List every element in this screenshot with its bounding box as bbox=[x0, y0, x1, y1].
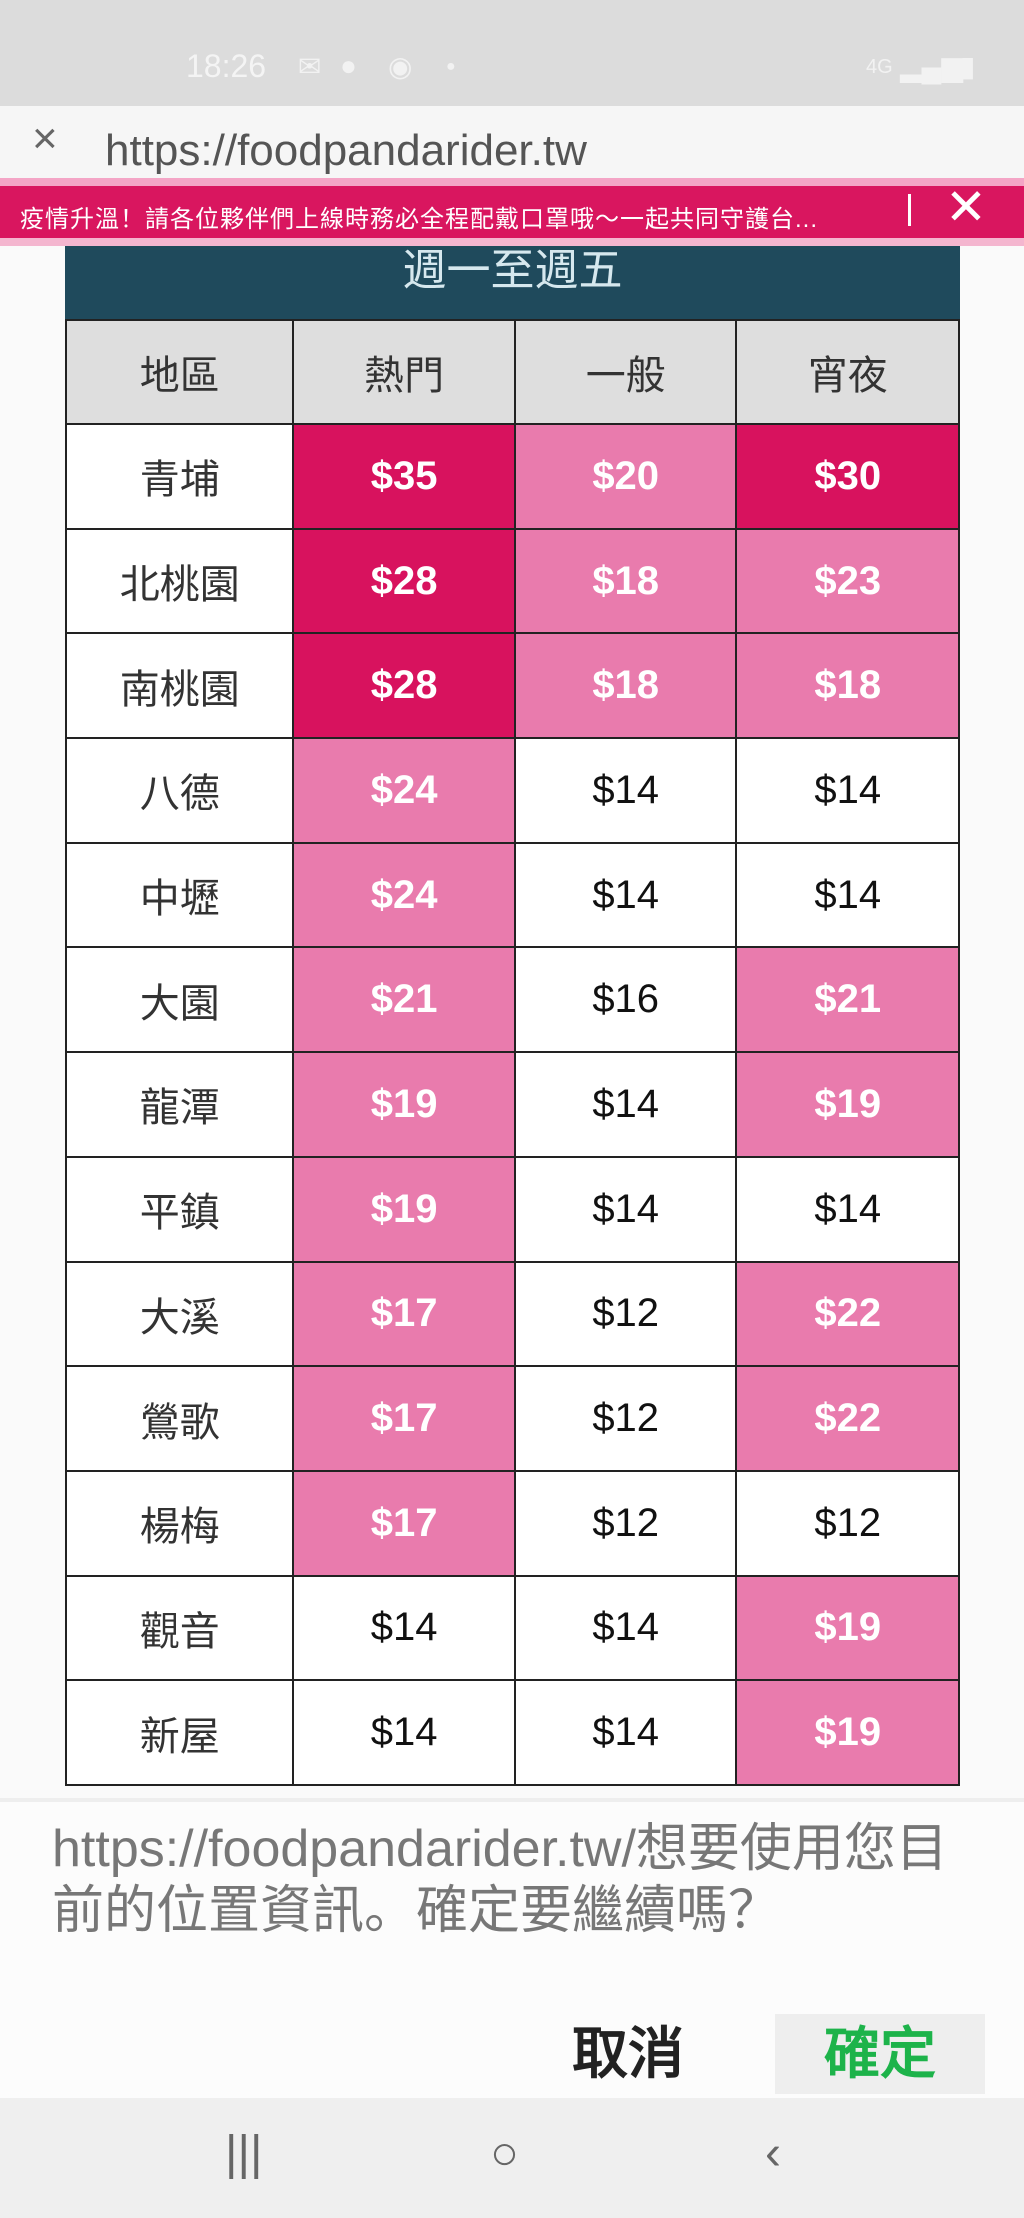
area-cell: 八德 bbox=[64, 737, 295, 844]
table-row: 龍潭 $19 $14 $19 bbox=[64, 1051, 960, 1158]
table-row: 平鎮 $19 $14 $14 bbox=[64, 1155, 960, 1263]
home-icon[interactable]: ○ bbox=[490, 2127, 519, 2180]
fee-cell: $18 bbox=[735, 632, 960, 740]
dialog-message: https://foodpandarider.tw/想要使用您目前的位置資訊。確… bbox=[52, 1820, 948, 1940]
fee-cell: $12 bbox=[735, 1469, 960, 1577]
fee-cell: $17 bbox=[292, 1365, 516, 1472]
url-text[interactable]: https://foodpandarider.tw bbox=[105, 126, 587, 175]
announcement-banner: 疫情升溫！請各位夥伴們上線時務必全程配戴口罩哦～一起共同守護台... ✕ bbox=[0, 178, 1024, 246]
fee-cell: $12 bbox=[513, 1365, 738, 1472]
fee-cell: $14 bbox=[513, 1155, 738, 1263]
fee-cell: $14 bbox=[735, 737, 960, 844]
area-cell: 新屋 bbox=[64, 1679, 295, 1786]
table-row: 青埔 $35 $20 $30 bbox=[64, 423, 960, 530]
area-cell: 觀音 bbox=[64, 1574, 295, 1682]
fee-cell: $14 bbox=[513, 841, 738, 949]
fee-cell: $18 bbox=[513, 632, 738, 740]
column-header: 熱門 bbox=[292, 319, 516, 425]
table-row: 大園 $21 $16 $21 bbox=[64, 946, 960, 1054]
table-row: 八德 $24 $14 $14 bbox=[64, 737, 960, 844]
location-permission-dialog: https://foodpandarider.tw/想要使用您目前的位置資訊。確… bbox=[0, 1798, 1024, 2098]
status-bar: 18:26 ✉ ● ◉ ● 4G ▂▄▆ ▮ bbox=[0, 0, 1024, 106]
table-row: 楊梅 $17 $12 $12 bbox=[64, 1469, 960, 1577]
fee-cell: $16 bbox=[513, 946, 738, 1054]
cancel-button[interactable]: 取消 bbox=[572, 2022, 684, 2085]
fee-cell: $17 bbox=[292, 1469, 516, 1577]
area-cell: 南桃園 bbox=[64, 632, 295, 740]
table-row: 鶯歌 $17 $12 $22 bbox=[64, 1365, 960, 1472]
fee-cell: $24 bbox=[292, 737, 516, 844]
fee-cell: $21 bbox=[735, 946, 960, 1054]
area-cell: 大溪 bbox=[64, 1260, 295, 1368]
fee-cell: $35 bbox=[292, 423, 516, 530]
table-row: 觀音 $14 $14 $19 bbox=[64, 1574, 960, 1682]
table-row: 中壢 $24 $14 $14 bbox=[64, 841, 960, 949]
fee-cell: $19 bbox=[735, 1574, 960, 1682]
table-header-row: 地區 熱門 一般 宵夜 bbox=[64, 319, 960, 425]
area-cell: 龍潭 bbox=[64, 1051, 295, 1158]
fee-cell: $12 bbox=[513, 1260, 738, 1368]
browser-url-bar: × https://foodpandarider.tw bbox=[0, 106, 1024, 182]
area-cell: 大園 bbox=[64, 946, 295, 1054]
fee-cell: $22 bbox=[735, 1260, 960, 1368]
back-icon[interactable]: ‹ bbox=[765, 2127, 781, 2180]
area-cell: 中壢 bbox=[64, 841, 295, 949]
fee-cell: $14 bbox=[513, 1051, 738, 1158]
fee-cell: $23 bbox=[735, 527, 960, 635]
line-icon: ● bbox=[340, 50, 357, 81]
messenger-icon: ◉ bbox=[388, 51, 413, 82]
signal-icon: ▂▄▆ bbox=[900, 51, 963, 82]
fee-cell: $19 bbox=[735, 1051, 960, 1158]
fee-table: 地區 熱門 一般 宵夜 青埔 $35 $20 $30 北桃園 $28 $18 $23 南桃園 $2… bbox=[64, 319, 960, 1786]
dot-icon: ● bbox=[446, 58, 456, 75]
fee-cell: $28 bbox=[292, 632, 516, 740]
fee-cell: $19 bbox=[292, 1051, 516, 1158]
clock: 18:26 bbox=[186, 48, 267, 84]
close-icon[interactable]: × bbox=[32, 114, 58, 163]
fee-cell: $14 bbox=[513, 737, 738, 844]
column-header: 宵夜 bbox=[735, 319, 960, 425]
area-cell: 鶯歌 bbox=[64, 1365, 295, 1472]
fee-cell: $19 bbox=[292, 1155, 516, 1263]
close-icon[interactable]: ✕ bbox=[945, 179, 987, 235]
fee-cell: $17 bbox=[292, 1260, 516, 1368]
fee-cell: $14 bbox=[735, 1155, 960, 1263]
fee-cell: $21 bbox=[292, 946, 516, 1054]
confirm-button[interactable]: 確定 bbox=[775, 2014, 985, 2094]
fee-cell: $14 bbox=[513, 1574, 738, 1682]
divider bbox=[908, 194, 911, 226]
fee-cell: $14 bbox=[292, 1679, 516, 1786]
area-cell: 平鎮 bbox=[64, 1155, 295, 1263]
battery-icon: ▮ bbox=[960, 51, 976, 82]
column-header: 一般 bbox=[513, 319, 738, 425]
banner-message[interactable]: 疫情升溫！請各位夥伴們上線時務必全程配戴口罩哦～一起共同守護台... bbox=[20, 206, 819, 233]
fee-cell: $14 bbox=[513, 1679, 738, 1786]
recents-icon[interactable]: ||| bbox=[225, 2127, 263, 2180]
area-cell: 北桃園 bbox=[64, 527, 295, 635]
area-cell: 青埔 bbox=[64, 423, 295, 530]
fee-cell: $20 bbox=[513, 423, 738, 530]
table-title: 週一至週五 bbox=[65, 246, 960, 319]
fee-cell: $24 bbox=[292, 841, 516, 949]
table-row: 大溪 $17 $12 $22 bbox=[64, 1260, 960, 1368]
4g-icon: 4G bbox=[866, 56, 893, 78]
mail-icon: ✉ bbox=[298, 51, 322, 82]
navigation-bar: ||| ○ ‹ bbox=[0, 2098, 1024, 2218]
column-header: 地區 bbox=[64, 319, 295, 425]
fee-cell: $30 bbox=[735, 423, 960, 530]
table-row: 南桃園 $28 $18 $18 bbox=[64, 632, 960, 740]
fee-cell: $14 bbox=[292, 1574, 516, 1682]
fee-cell: $22 bbox=[735, 1365, 960, 1472]
fee-cell: $14 bbox=[735, 841, 960, 949]
fee-cell: $19 bbox=[735, 1679, 960, 1786]
fee-cell: $12 bbox=[513, 1469, 738, 1577]
fee-cell: $18 bbox=[513, 527, 738, 635]
area-cell: 楊梅 bbox=[64, 1469, 295, 1577]
table-row: 北桃園 $28 $18 $23 bbox=[64, 527, 960, 635]
fee-cell: $28 bbox=[292, 527, 516, 635]
table-row: 新屋 $14 $14 $19 bbox=[64, 1679, 960, 1786]
